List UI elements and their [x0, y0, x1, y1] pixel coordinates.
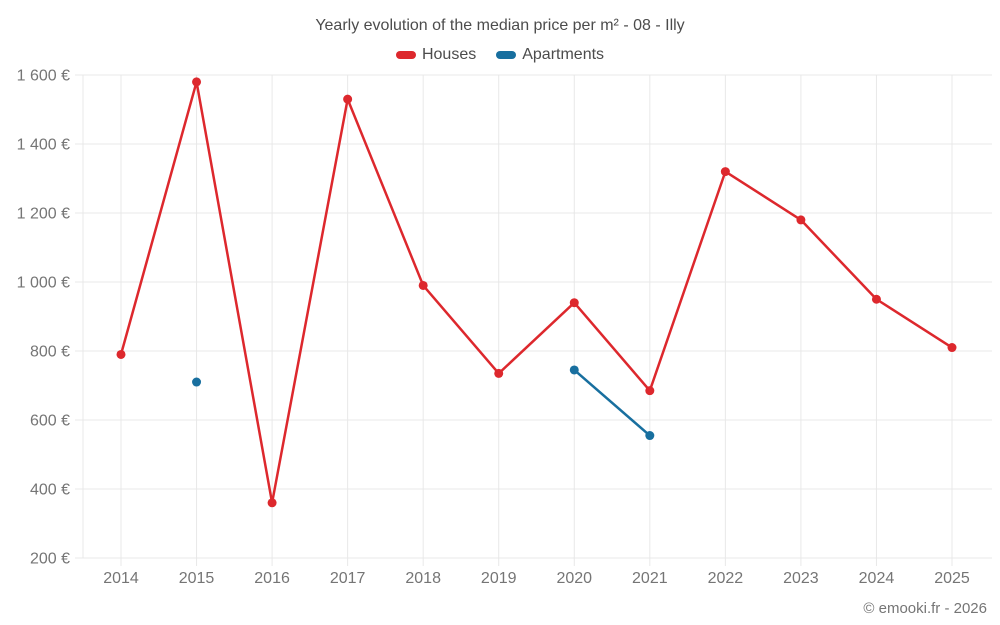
- x-axis-label: 2020: [556, 570, 592, 587]
- y-axis-label: 600 €: [30, 413, 70, 430]
- apartments-point-2020[interactable]: [569, 365, 579, 375]
- x-axis-label: 2023: [783, 570, 819, 587]
- houses-point-2014[interactable]: [116, 349, 126, 359]
- x-axis-label: 2018: [405, 570, 441, 587]
- copyright-footer: © emooki.fr - 2026: [863, 600, 987, 617]
- houses-point-2022[interactable]: [720, 167, 730, 177]
- chart-title: Yearly evolution of the median price per…: [315, 17, 685, 34]
- x-axis-label: 2022: [708, 570, 744, 587]
- x-axis-label: 2015: [179, 570, 215, 587]
- legend-item-apartments[interactable]: Apartments: [496, 46, 604, 64]
- y-axis-label: 200 €: [30, 551, 70, 568]
- houses-line: [119, 80, 954, 505]
- houses-point-2024[interactable]: [871, 294, 881, 304]
- x-axis-label: 2014: [103, 570, 139, 587]
- houses-point-2017[interactable]: [343, 94, 353, 104]
- houses-point-2025[interactable]: [947, 343, 957, 353]
- houses-point-2016[interactable]: [267, 498, 277, 508]
- x-axis-label: 2024: [859, 570, 895, 587]
- apartments-point-2015[interactable]: [192, 377, 202, 387]
- x-axis-label: 2016: [254, 570, 290, 587]
- legend-label-apartments: Apartments: [522, 46, 605, 63]
- y-axis-label: 800 €: [30, 344, 70, 361]
- y-axis-label: 1 400 €: [17, 137, 70, 154]
- x-axis-label: 2021: [632, 570, 668, 587]
- houses-point-2023[interactable]: [796, 215, 806, 225]
- houses-point-2020[interactable]: [569, 298, 579, 308]
- chart-legend: Houses Apartments: [0, 46, 1000, 64]
- y-axis-label: 400 €: [30, 482, 70, 499]
- apartments-line: [573, 368, 652, 437]
- x-axis-label: 2025: [934, 570, 970, 587]
- y-axis-label: 1 600 €: [17, 68, 70, 85]
- houses-legend-swatch-icon: [395, 51, 416, 59]
- houses-point-2015[interactable]: [192, 77, 202, 87]
- houses-point-2021[interactable]: [645, 386, 655, 396]
- apartments-point-2021[interactable]: [645, 431, 655, 441]
- houses-point-2018[interactable]: [418, 280, 428, 290]
- y-axis-label: 1 000 €: [17, 275, 70, 292]
- legend-item-houses[interactable]: Houses: [395, 46, 477, 64]
- legend-label-houses: Houses: [421, 46, 477, 63]
- x-axis-label: 2019: [481, 570, 517, 587]
- houses-point-2019[interactable]: [494, 368, 504, 378]
- y-axis-label: 1 200 €: [17, 206, 70, 223]
- apartments-legend-swatch-icon: [496, 51, 517, 59]
- x-axis-label: 2017: [330, 570, 366, 587]
